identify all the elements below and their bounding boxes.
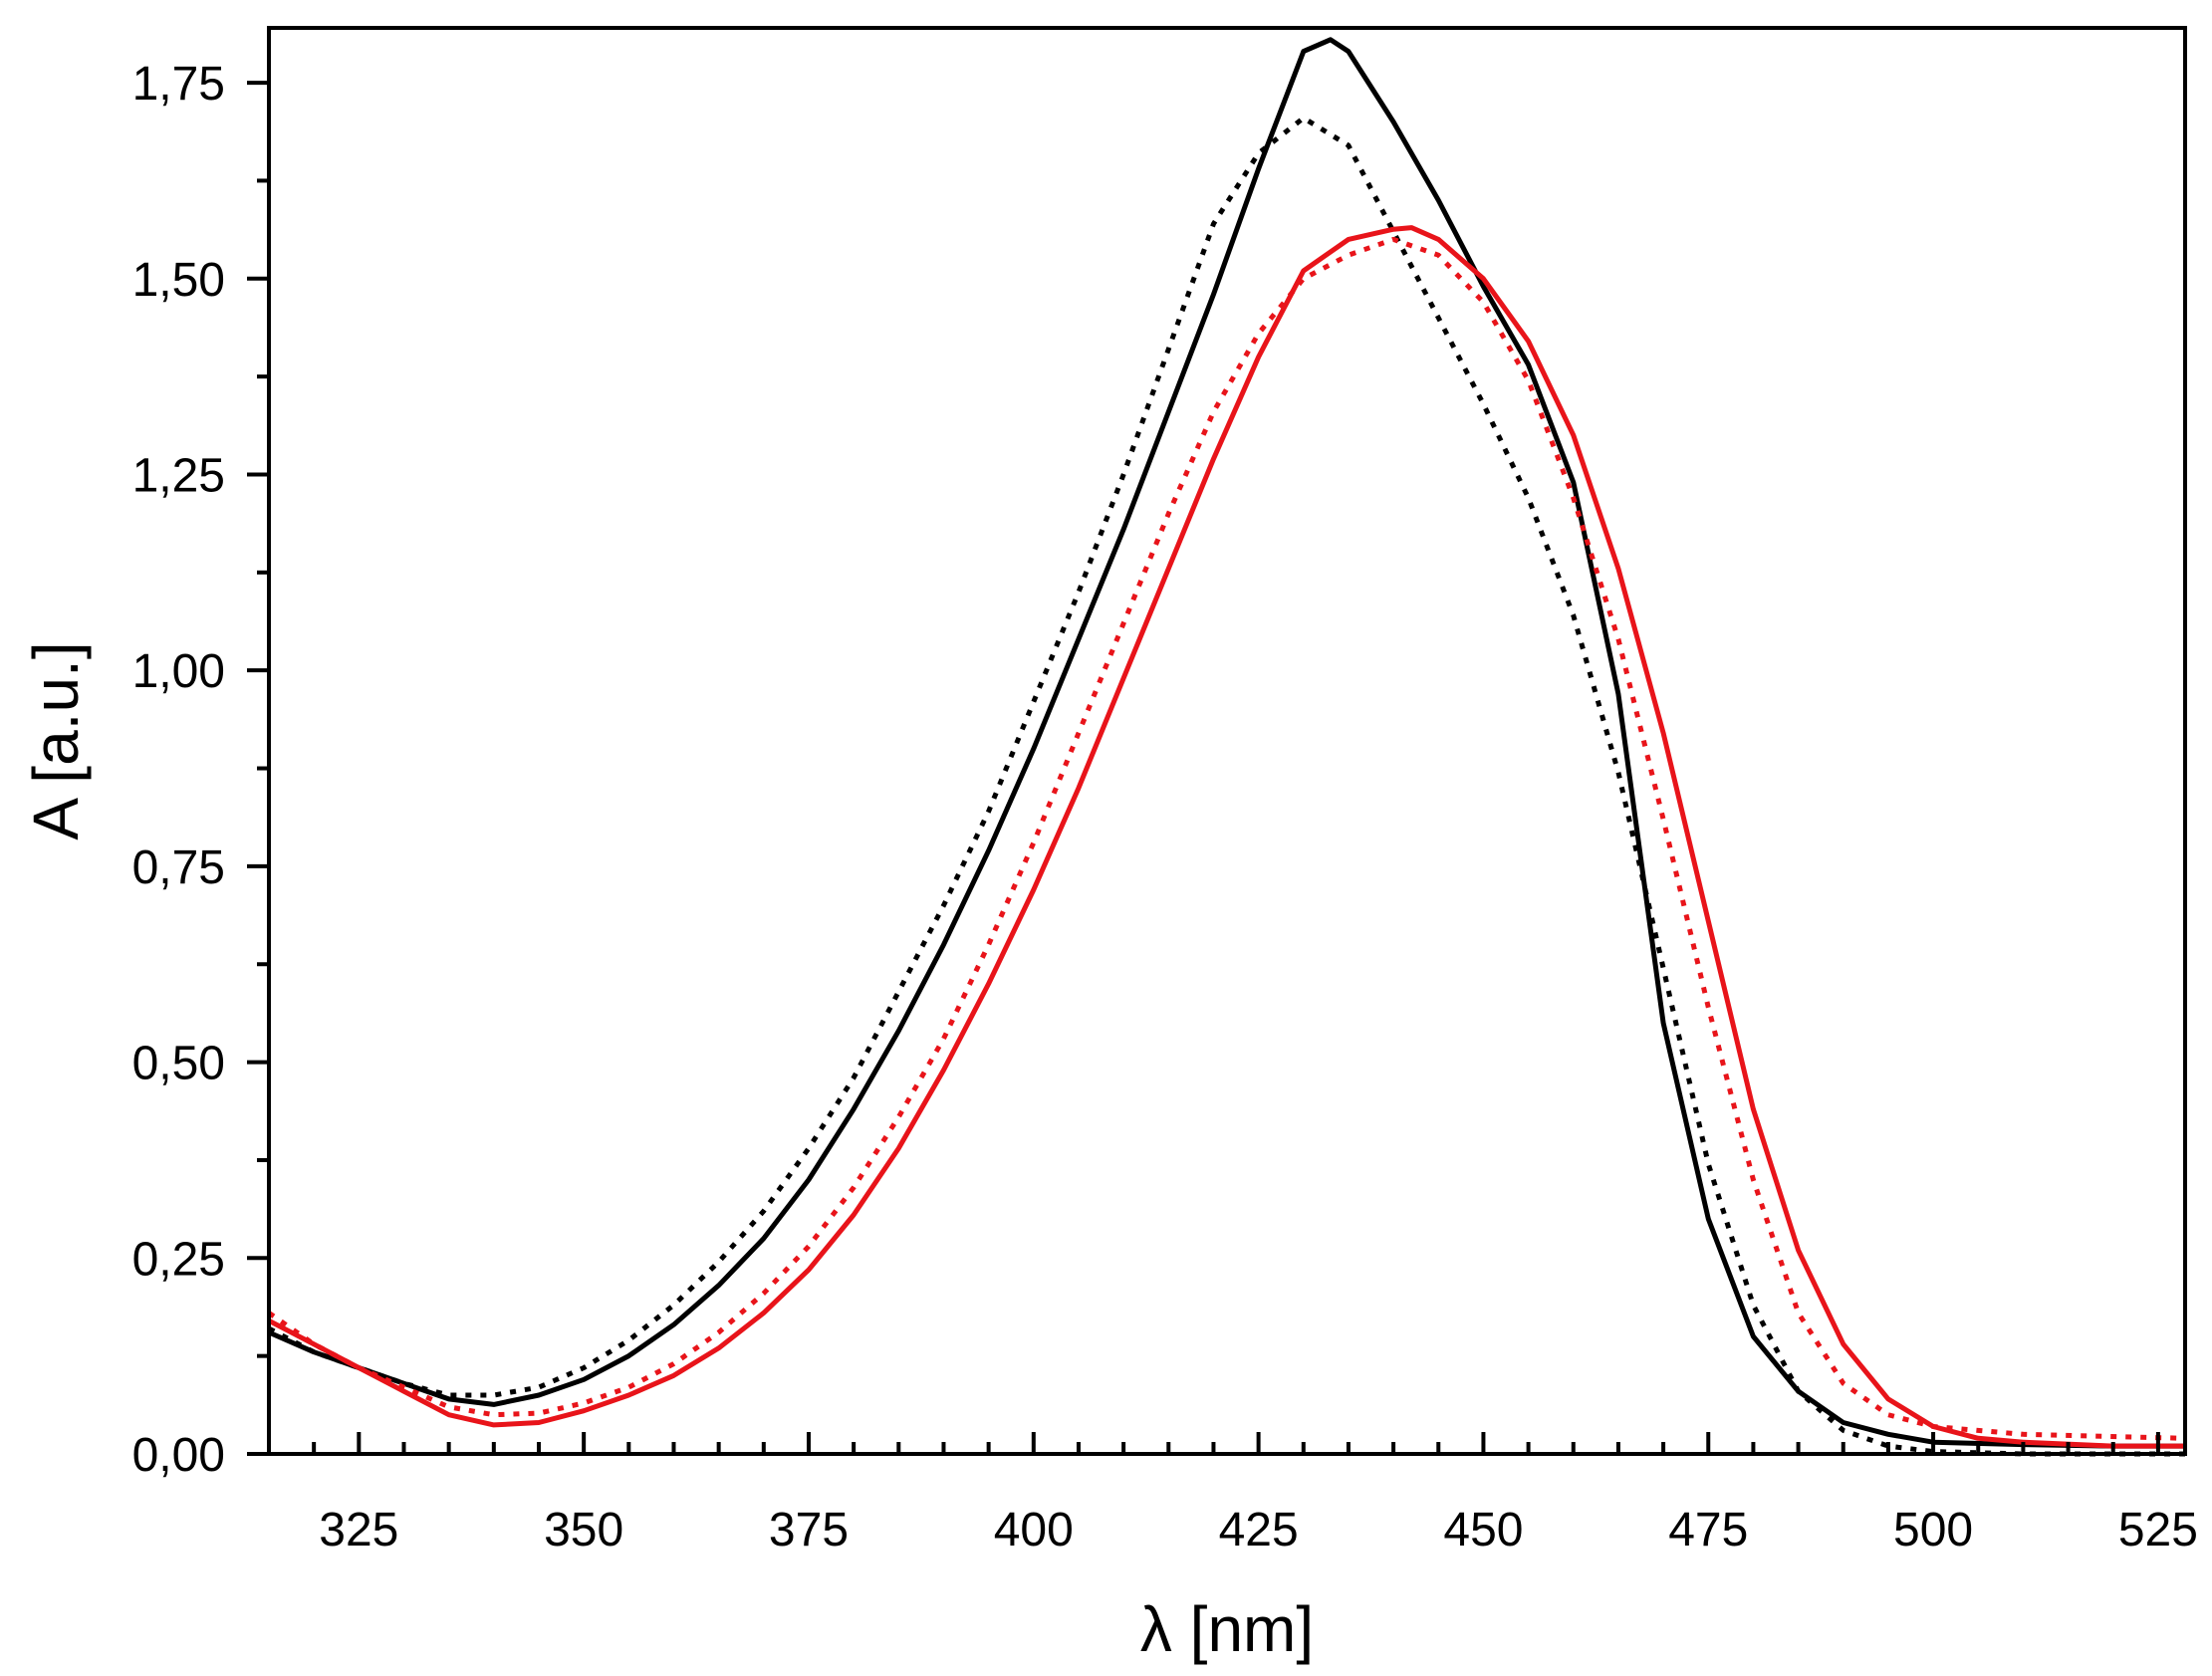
tick-labels-layer: 325 350 375 400 425 450 475 500 525 0,00 0,25 0,50 0… (132, 58, 2198, 1556)
x-tick-label: 325 (319, 1504, 398, 1556)
x-axis-title: λ [nm] (1140, 1593, 1314, 1665)
plot-frame (267, 26, 2187, 1456)
y-tick-label: 0,25 (132, 1233, 225, 1286)
y-tick-label: 1,75 (132, 58, 225, 111)
series-line-4-red-dotted (267, 236, 2186, 1441)
x-tick-label: 450 (1443, 1504, 1523, 1556)
y-tick-label: 0,50 (132, 1038, 225, 1090)
ticks-layer (247, 81, 2160, 1456)
series-line-3-red-solid (267, 225, 2185, 1449)
series-line-2-black-dotted (267, 116, 2185, 1457)
y-tick-label: 1,00 (132, 645, 225, 698)
x-tick-label: 350 (544, 1504, 623, 1556)
x-tick-label: 500 (1893, 1504, 1973, 1556)
x-tick-label: 375 (769, 1504, 849, 1556)
x-tick-label: 525 (2118, 1504, 2198, 1556)
x-tick-label: 400 (994, 1504, 1074, 1556)
x-tick-label: 425 (1219, 1504, 1299, 1556)
series-line-1-black-solid (268, 37, 2185, 1449)
y-tick-label: 1,50 (132, 254, 225, 307)
y-axis-title: A [a.u.] (20, 641, 92, 839)
series-layer (267, 37, 2186, 1457)
y-tick-label: 0,00 (132, 1429, 225, 1482)
x-tick-label: 475 (1668, 1504, 1748, 1556)
y-tick-label: 0,75 (132, 841, 225, 894)
y-tick-label: 1,25 (132, 449, 225, 502)
